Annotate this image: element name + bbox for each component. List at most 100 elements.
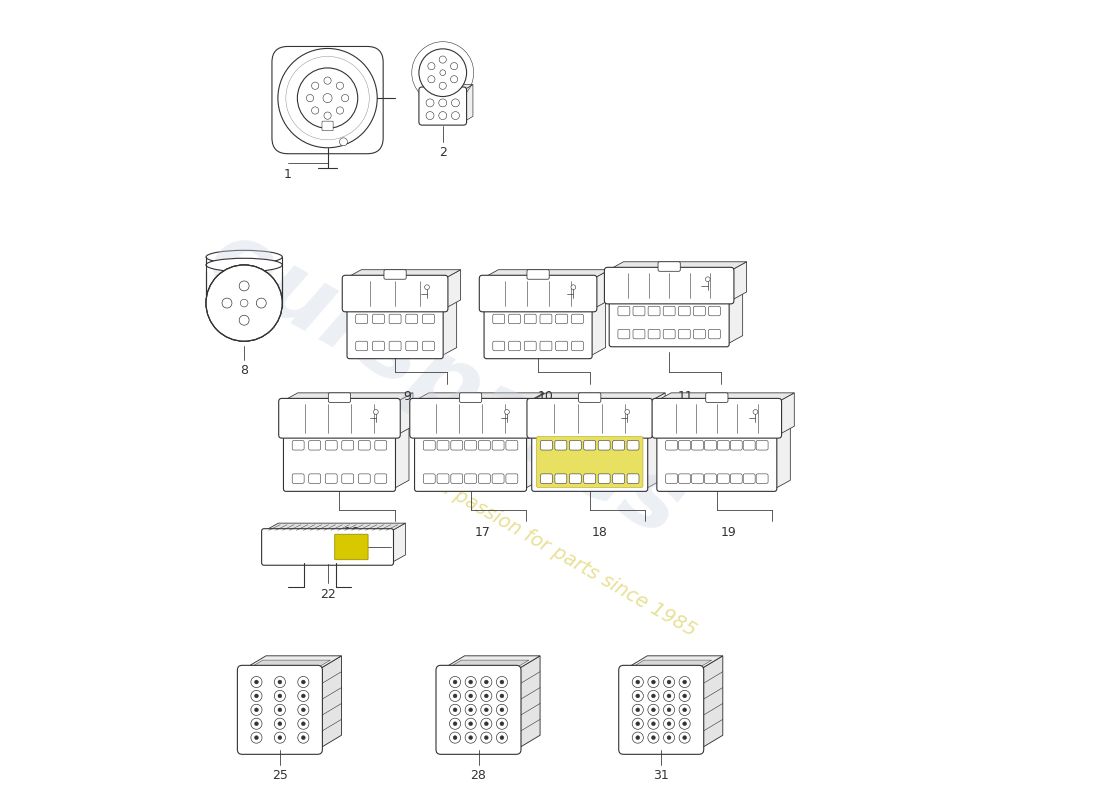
Text: 31: 31: [653, 770, 669, 782]
Polygon shape: [774, 426, 790, 489]
FancyBboxPatch shape: [598, 441, 611, 450]
FancyBboxPatch shape: [293, 474, 304, 483]
Circle shape: [465, 677, 476, 687]
Circle shape: [648, 690, 659, 702]
FancyBboxPatch shape: [525, 342, 536, 350]
Circle shape: [440, 70, 446, 75]
Circle shape: [450, 718, 461, 730]
FancyBboxPatch shape: [744, 474, 755, 483]
FancyBboxPatch shape: [492, 474, 504, 483]
FancyBboxPatch shape: [730, 441, 743, 450]
FancyBboxPatch shape: [322, 121, 333, 130]
Circle shape: [251, 677, 262, 687]
FancyBboxPatch shape: [527, 398, 652, 438]
Circle shape: [632, 732, 644, 743]
Circle shape: [278, 736, 282, 739]
Circle shape: [481, 732, 492, 743]
FancyBboxPatch shape: [708, 306, 720, 316]
Circle shape: [632, 718, 644, 730]
FancyBboxPatch shape: [406, 342, 418, 350]
Text: 22: 22: [320, 588, 336, 602]
Polygon shape: [624, 656, 723, 670]
Polygon shape: [345, 270, 461, 278]
FancyBboxPatch shape: [334, 534, 368, 560]
Circle shape: [274, 677, 286, 687]
Polygon shape: [607, 262, 747, 270]
FancyBboxPatch shape: [658, 262, 680, 271]
Circle shape: [667, 736, 671, 739]
Circle shape: [337, 107, 343, 114]
Circle shape: [426, 99, 434, 107]
Circle shape: [340, 138, 348, 146]
Polygon shape: [350, 300, 456, 309]
FancyBboxPatch shape: [531, 433, 648, 491]
Circle shape: [256, 298, 266, 308]
Polygon shape: [698, 656, 723, 750]
Text: 16: 16: [343, 526, 360, 538]
Circle shape: [239, 315, 249, 325]
Circle shape: [254, 694, 258, 698]
Circle shape: [453, 680, 456, 684]
FancyBboxPatch shape: [278, 398, 400, 438]
FancyBboxPatch shape: [238, 666, 322, 754]
Circle shape: [239, 281, 249, 291]
Circle shape: [256, 298, 266, 308]
Circle shape: [663, 690, 674, 702]
Circle shape: [240, 299, 248, 307]
Circle shape: [301, 680, 306, 684]
Circle shape: [481, 690, 492, 702]
FancyBboxPatch shape: [632, 306, 645, 316]
Polygon shape: [422, 85, 473, 90]
Polygon shape: [612, 292, 742, 301]
FancyBboxPatch shape: [540, 342, 552, 350]
Polygon shape: [646, 426, 661, 489]
Circle shape: [683, 694, 686, 698]
Circle shape: [465, 718, 476, 730]
FancyBboxPatch shape: [540, 314, 552, 324]
Polygon shape: [530, 393, 666, 402]
Circle shape: [298, 732, 309, 743]
Polygon shape: [441, 300, 456, 356]
Circle shape: [341, 94, 349, 102]
Circle shape: [298, 718, 309, 730]
Circle shape: [254, 736, 258, 739]
Circle shape: [705, 277, 711, 282]
FancyBboxPatch shape: [375, 474, 387, 483]
Circle shape: [636, 722, 640, 726]
Polygon shape: [318, 656, 341, 750]
FancyBboxPatch shape: [389, 342, 402, 350]
Circle shape: [298, 690, 309, 702]
Circle shape: [484, 680, 488, 684]
Circle shape: [450, 677, 461, 687]
Circle shape: [648, 732, 659, 743]
FancyBboxPatch shape: [373, 342, 384, 350]
Ellipse shape: [206, 250, 283, 264]
Polygon shape: [590, 300, 606, 356]
Circle shape: [274, 704, 286, 715]
Circle shape: [679, 732, 690, 743]
Circle shape: [667, 708, 671, 712]
Circle shape: [274, 718, 286, 730]
Polygon shape: [441, 656, 540, 670]
FancyBboxPatch shape: [609, 298, 729, 346]
FancyBboxPatch shape: [693, 306, 705, 316]
FancyBboxPatch shape: [506, 441, 518, 450]
Polygon shape: [525, 426, 540, 489]
Text: 2: 2: [439, 146, 447, 158]
Circle shape: [439, 99, 447, 107]
FancyBboxPatch shape: [525, 314, 536, 324]
FancyBboxPatch shape: [389, 314, 402, 324]
Circle shape: [307, 94, 314, 102]
Circle shape: [439, 112, 447, 119]
FancyBboxPatch shape: [537, 437, 642, 487]
FancyBboxPatch shape: [598, 474, 611, 483]
Circle shape: [254, 680, 258, 684]
FancyBboxPatch shape: [579, 393, 601, 402]
Circle shape: [500, 722, 504, 726]
Circle shape: [679, 690, 690, 702]
FancyBboxPatch shape: [284, 433, 396, 491]
FancyBboxPatch shape: [309, 441, 320, 450]
Circle shape: [298, 704, 309, 715]
FancyBboxPatch shape: [679, 474, 691, 483]
FancyBboxPatch shape: [679, 441, 691, 450]
